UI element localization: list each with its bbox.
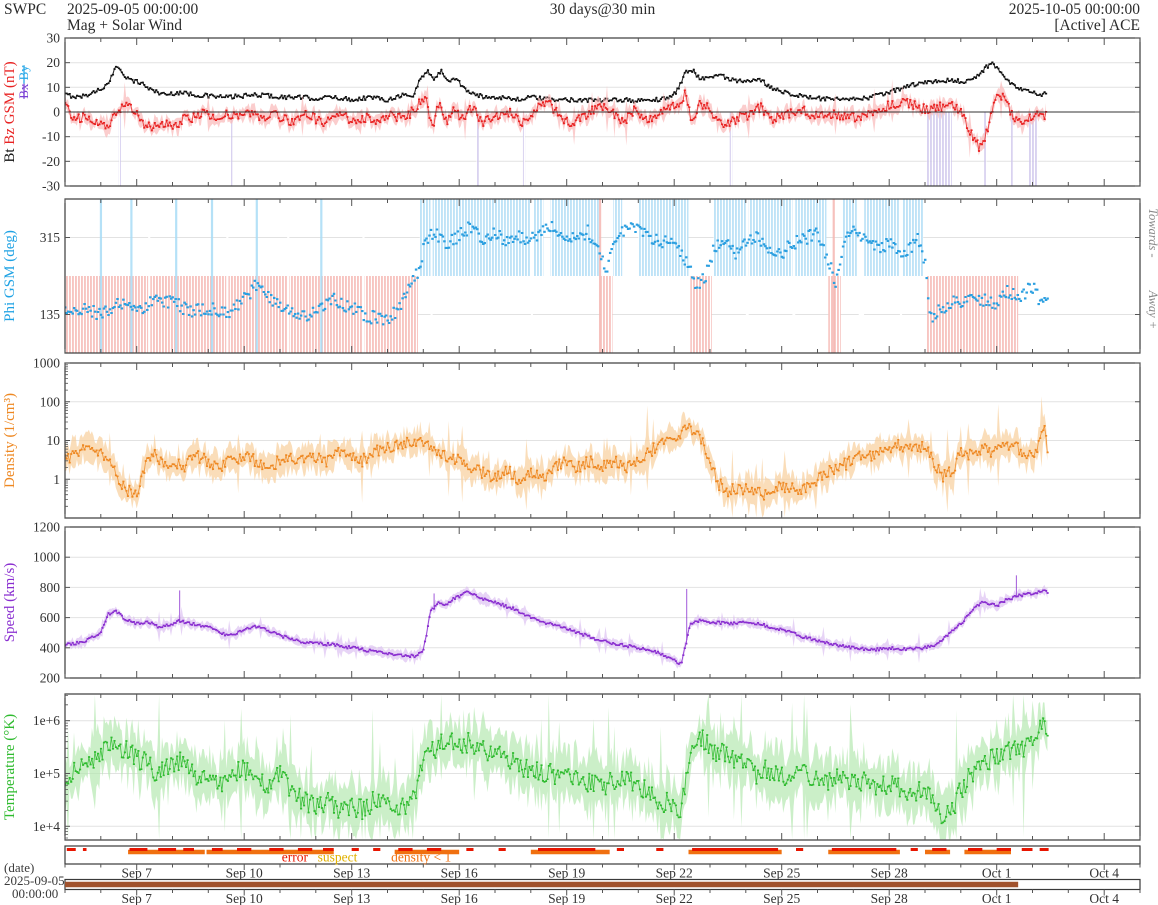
qc-label: suspect (318, 850, 358, 865)
date-tick-label: Sep 13 (333, 866, 370, 881)
hidden-components-label: Bx By (16, 65, 31, 99)
axis-title-phi: Phi GSM (deg) (2, 230, 18, 322)
ytick-mag: 30 (47, 31, 61, 46)
date-tick-label-2: Sep 28 (871, 891, 908, 905)
date-tick-label: Sep 10 (226, 866, 263, 881)
ytick-spd: 400 (40, 640, 61, 655)
ytick-tmp: 1e+6 (33, 713, 60, 728)
axis-title-den: Density (1/cm³) (2, 393, 18, 488)
ytick-den: 100 (40, 394, 61, 409)
panel-den: 1000 100 10 1 Density (1/cm³) (2, 356, 1141, 519)
source-status: [Active] ACE (1054, 17, 1140, 34)
panel-phi: 315 135 Phi GSM (deg) Towards - Away + (2, 198, 1158, 354)
timeline: Sep 7 Sep 10 Sep 13 Sep 16 Sep 19 Sep 22 Sep 2… (64, 864, 1141, 905)
date-tick-label-2: Sep 16 (441, 891, 478, 905)
date-tick-label-2: Sep 7 (121, 891, 152, 905)
date-tick-label-2: Sep 13 (333, 891, 370, 905)
qc-label: density < 1 (391, 850, 451, 865)
qc-strip: error suspect density < 1 (64, 845, 1141, 865)
footer-start-date: 2025-09-05 (4, 873, 65, 888)
ytick-spd: 1200 (33, 520, 60, 535)
date-tick-label: Sep 19 (548, 866, 585, 881)
date-tick-label: Oct 1 (982, 866, 1012, 881)
date-tick-label: Oct 4 (1089, 866, 1119, 881)
qc-label: error (282, 850, 309, 865)
panel-spd: 1200 1000 800 600 400 200 Speed (km/s) (2, 520, 1141, 686)
ytick-den: 1000 (33, 356, 60, 371)
ytick-phi: 315 (40, 230, 61, 245)
panel-tmp: 1e+6 1e+5 1e+4 Temperature (°K) (2, 693, 1141, 841)
ytick-den: 1 (53, 472, 60, 487)
ytick-mag: -20 (42, 154, 60, 169)
ytick-spd: 600 (40, 610, 61, 625)
app-logo: SWPC (4, 1, 47, 18)
ytick-mag: 0 (53, 105, 60, 120)
footer-start-time: 00:00:00 (12, 886, 59, 901)
date-tick-label: Sep 22 (656, 866, 693, 881)
ytick-spd: 1000 (33, 550, 60, 565)
end-datetime: 2025-10-05 00:00:00 (1008, 1, 1140, 18)
ytick-spd: 200 (40, 671, 61, 686)
start-datetime: 2025-09-05 00:00:00 (67, 1, 199, 18)
sector-label: Away + (1146, 290, 1158, 330)
axis-title-mag: Bt Bz GSM (nT) (2, 61, 18, 162)
ytick-tmp: 1e+5 (33, 766, 60, 781)
axis-title-tmp: Temperature (°K) (2, 714, 18, 820)
date-tick-label-2: Oct 1 (982, 891, 1012, 905)
date-tick-label-2: Sep 25 (763, 891, 800, 905)
sector-label: Towards - (1146, 208, 1158, 257)
ytick-mag: 10 (47, 80, 61, 95)
panel-mag: 30 20 10 0 -10 -20 -30 Bt Bz GSM (nT)Bx By (2, 31, 1141, 194)
axis-title-spd: Speed (km/s) (2, 563, 18, 643)
ytick-den: 10 (47, 433, 61, 448)
date-tick-label-2: Oct 4 (1089, 891, 1119, 905)
date-tick-label-2: Sep 10 (226, 891, 263, 905)
ytick-phi: 135 (40, 307, 61, 322)
date-tick-label-2: Sep 22 (656, 891, 693, 905)
plot-title: Mag + Solar Wind (67, 17, 183, 34)
ytick-mag: -30 (42, 179, 60, 194)
date-tick-label: Sep 7 (121, 866, 152, 881)
resolution-label: 30 days@30 min (549, 1, 656, 18)
ytick-mag: 20 (47, 55, 61, 70)
ytick-tmp: 1e+4 (33, 819, 60, 834)
date-tick-label: Sep 25 (763, 866, 800, 881)
ytick-spd: 800 (40, 580, 61, 595)
date-axis-caption: (date) (4, 860, 35, 875)
ytick-mag: -10 (42, 129, 60, 144)
date-tick-label: Sep 16 (441, 866, 478, 881)
date-tick-label-2: Sep 19 (548, 891, 585, 905)
date-tick-label: Sep 28 (871, 866, 908, 881)
